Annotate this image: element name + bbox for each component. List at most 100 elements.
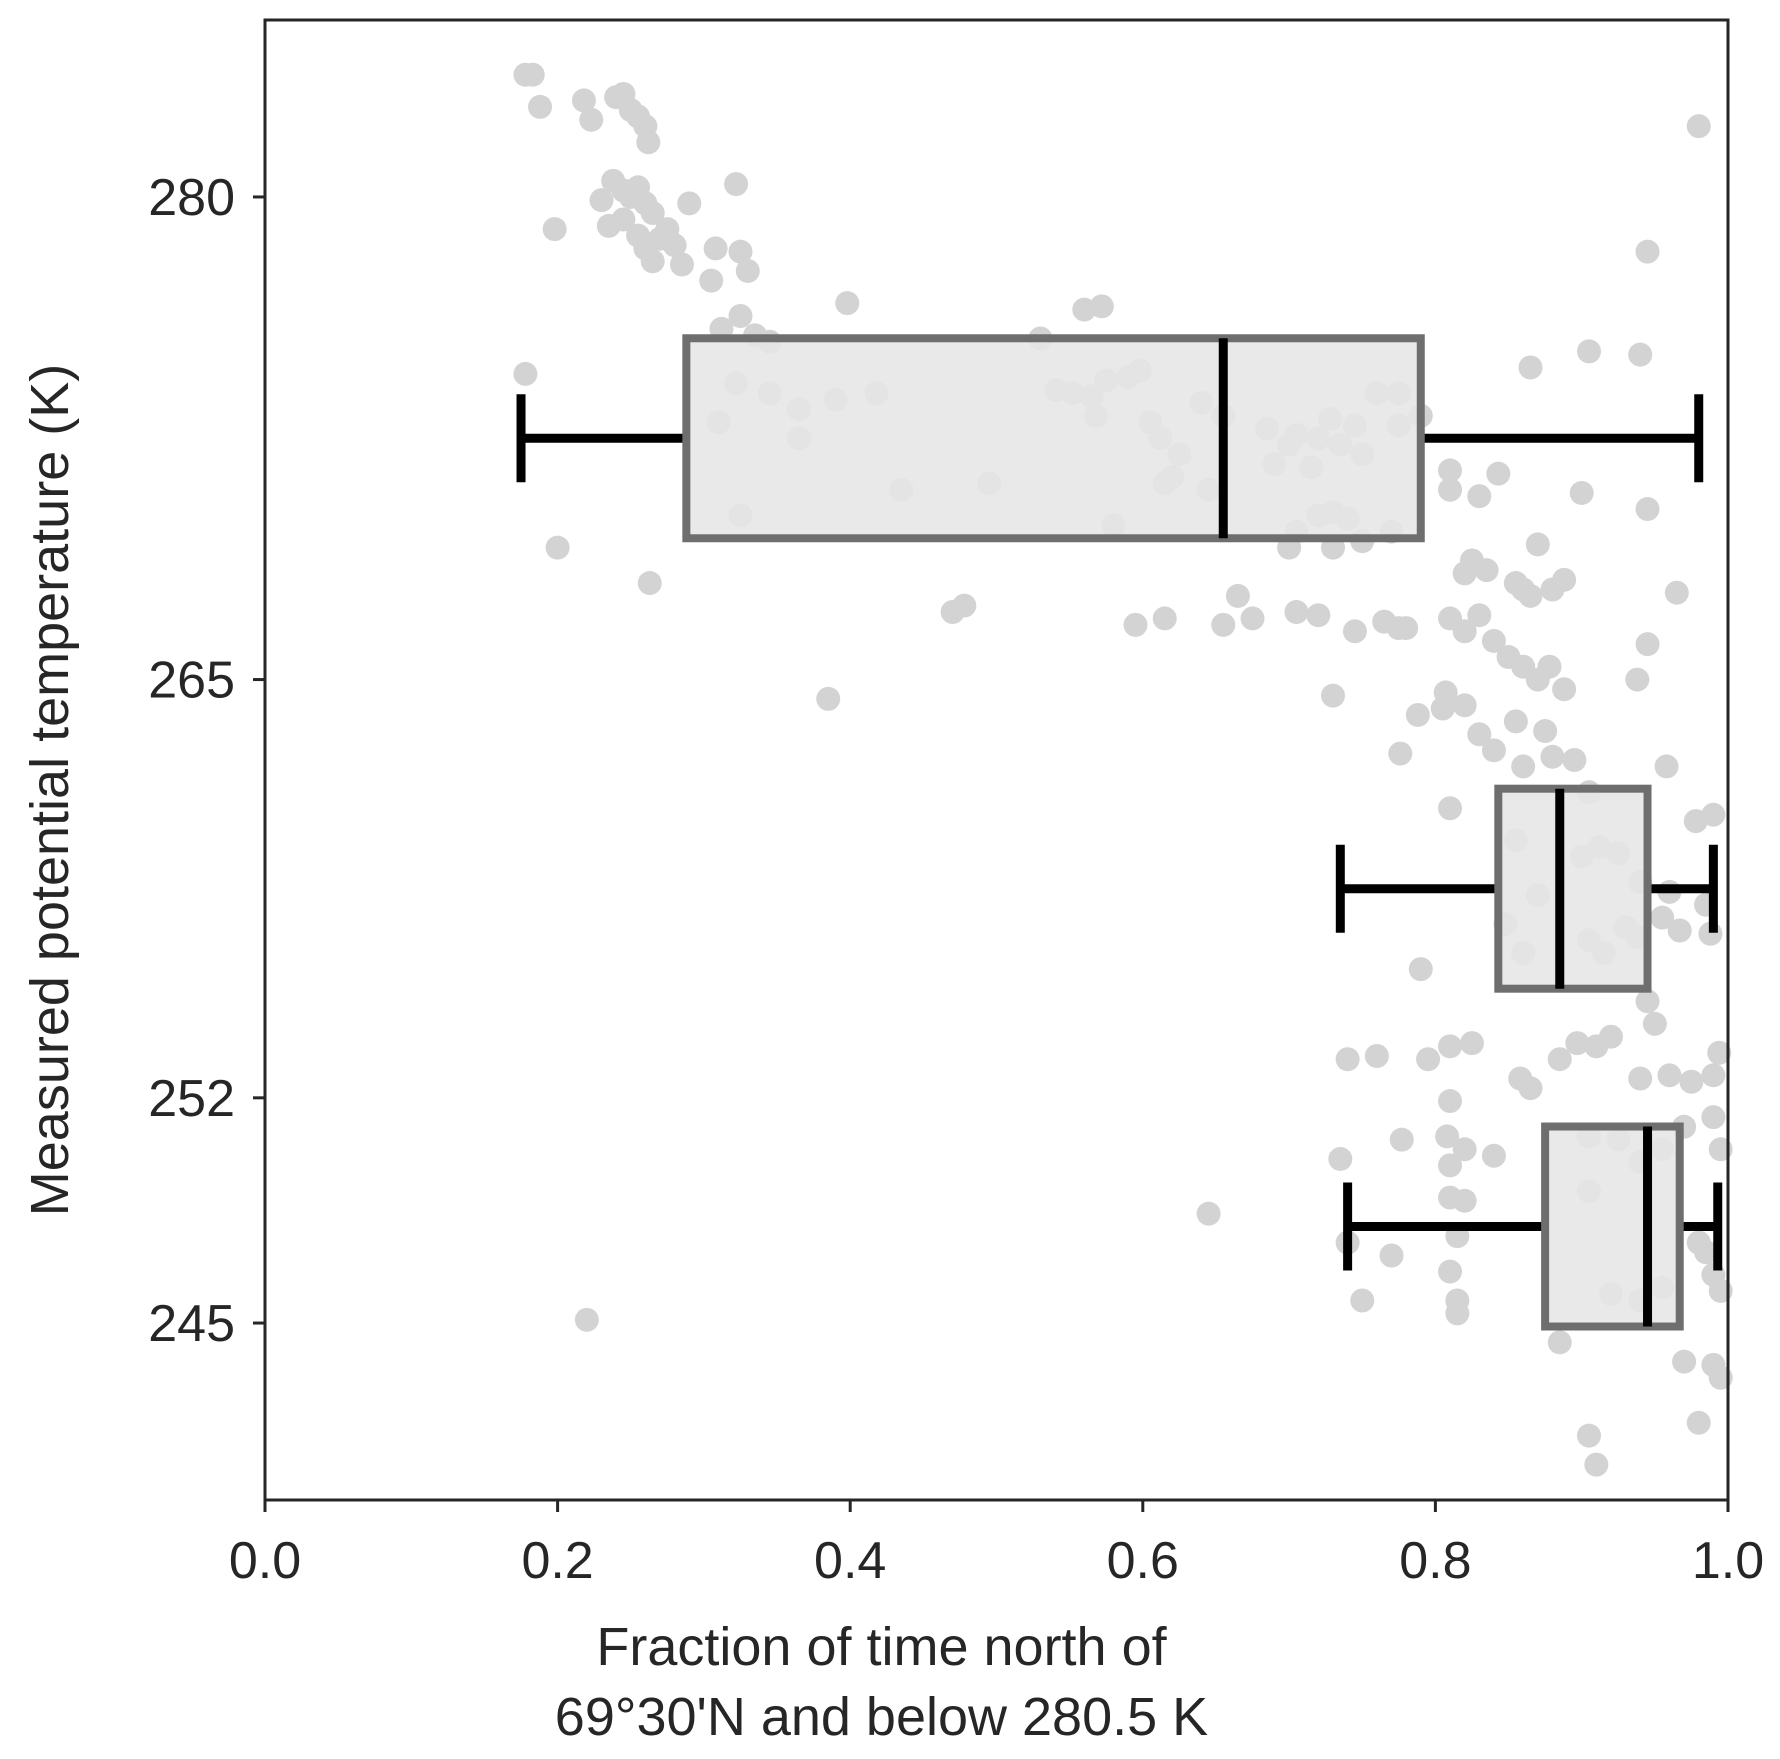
data-point: [1577, 339, 1602, 364]
data-point: [542, 217, 567, 242]
data-point: [1196, 1201, 1221, 1226]
data-point: [1635, 632, 1660, 657]
data-point: [1518, 1076, 1543, 1101]
box-plot-2: [1335, 784, 1718, 993]
x-tick-label: 0.0: [229, 1532, 301, 1590]
data-point: [1577, 1423, 1602, 1448]
data-point: [1459, 1031, 1484, 1056]
data-point: [1389, 1127, 1414, 1152]
data-point: [636, 130, 661, 155]
data-point: [1565, 1031, 1590, 1056]
box-plots: [516, 334, 1723, 1331]
data-point: [1667, 918, 1692, 943]
data-point: [1657, 1063, 1682, 1088]
data-point: [1364, 1044, 1389, 1068]
data-point: [835, 291, 860, 316]
data-point: [1686, 1410, 1711, 1435]
data-point: [1438, 1034, 1463, 1059]
data-point: [1552, 677, 1577, 702]
y-tick-label: 265: [148, 652, 235, 710]
data-point: [1650, 905, 1675, 930]
data-point: [1445, 1301, 1470, 1326]
data-point: [1435, 1124, 1460, 1149]
data-point: [579, 107, 604, 132]
data-point: [1569, 480, 1594, 505]
data-point: [952, 593, 977, 618]
y-axis: 245 252 265 280: [148, 169, 265, 1353]
data-point: [1701, 1105, 1726, 1130]
data-point: [1481, 628, 1506, 653]
data-point: [1452, 619, 1477, 644]
x-tick-label: 0.4: [814, 1532, 886, 1590]
data-point: [1701, 1063, 1726, 1088]
data-point: [1672, 1349, 1697, 1374]
data-point: [1642, 1011, 1667, 1036]
data-point: [1525, 532, 1550, 557]
data-point: [1635, 497, 1660, 522]
data-point: [640, 249, 665, 274]
data-point: [1540, 744, 1565, 769]
data-point: [669, 252, 694, 277]
data-point: [1481, 1143, 1506, 1168]
x-tick-label: 0.2: [521, 1532, 593, 1590]
data-point: [1438, 477, 1463, 502]
plot-frame: [263, 18, 1730, 1502]
data-point: [1438, 1153, 1463, 1178]
box-iqr: [1494, 784, 1652, 993]
data-point: [1547, 1047, 1572, 1072]
data-point: [611, 207, 636, 232]
data-point: [1635, 989, 1660, 1014]
box-plot-1: [516, 334, 1704, 543]
data-point: [571, 88, 596, 113]
data-point: [1123, 612, 1148, 637]
data-point: [699, 268, 724, 293]
x-axis-title-line-1: Fraction of time north of: [596, 1617, 1167, 1677]
x-axis: 0.0 0.2 0.4 0.6 0.8 1.0: [229, 1500, 1764, 1590]
data-point: [1438, 458, 1463, 483]
data-point: [1486, 461, 1511, 486]
data-point: [1320, 683, 1345, 708]
data-point: [1635, 239, 1660, 264]
x-tick-label: 0.6: [1107, 1532, 1179, 1590]
data-point: [728, 239, 753, 264]
data-point: [1628, 1066, 1653, 1091]
data-point: [1284, 600, 1309, 624]
data-point: [1408, 957, 1433, 982]
data-point: [1394, 616, 1419, 641]
data-point: [1654, 754, 1679, 779]
data-point: [1598, 1024, 1623, 1049]
data-point: [1679, 1069, 1704, 1094]
data-point: [1335, 1047, 1360, 1072]
data-point: [1701, 802, 1726, 827]
y-tick-label: 252: [148, 1070, 235, 1128]
data-point: [1306, 603, 1331, 628]
data-point: [703, 236, 728, 261]
data-point: [513, 361, 538, 386]
data-point: [677, 191, 702, 216]
data-point: [1511, 754, 1536, 779]
data-point: [1481, 738, 1506, 763]
data-point: [520, 62, 545, 87]
data-point: [1430, 696, 1455, 721]
data-point: [1518, 355, 1543, 380]
data-point: [545, 535, 570, 560]
x-tick-label: 0.8: [1399, 1532, 1471, 1590]
data-point: [1584, 1452, 1609, 1477]
data-point: [1438, 1089, 1463, 1114]
data-point: [735, 258, 760, 283]
data-point: [1342, 619, 1367, 644]
data-point: [1211, 612, 1236, 637]
data-point: [637, 571, 662, 596]
data-point: [589, 188, 614, 213]
y-axis-title: Measured potential temperature (K): [20, 364, 80, 1216]
data-point: [1467, 603, 1492, 628]
data-point: [1379, 1243, 1404, 1268]
data-point: [1552, 567, 1577, 592]
data-point: [1625, 667, 1650, 692]
data-point: [640, 201, 665, 226]
data-point: [1562, 748, 1587, 772]
data-point: [1416, 1047, 1441, 1072]
data-point: [1511, 577, 1536, 602]
y-tick-label: 280: [148, 169, 235, 227]
